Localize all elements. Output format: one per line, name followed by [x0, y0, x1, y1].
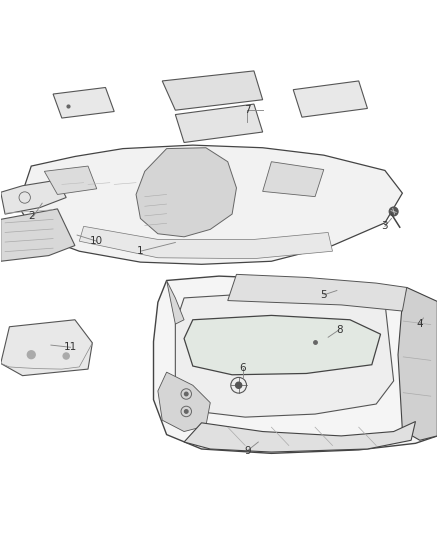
Text: 2: 2: [28, 211, 35, 221]
Circle shape: [63, 353, 69, 359]
Polygon shape: [44, 166, 97, 195]
Polygon shape: [398, 287, 437, 440]
Text: 11: 11: [64, 342, 77, 352]
Circle shape: [184, 410, 188, 413]
Circle shape: [236, 382, 242, 389]
Polygon shape: [175, 294, 394, 417]
Polygon shape: [136, 148, 237, 237]
Polygon shape: [1, 209, 75, 261]
Text: 10: 10: [90, 236, 103, 246]
Text: 8: 8: [336, 325, 343, 335]
Polygon shape: [293, 81, 367, 117]
Text: 6: 6: [240, 363, 246, 373]
Polygon shape: [184, 316, 381, 375]
Text: 7: 7: [244, 105, 251, 115]
Circle shape: [389, 207, 398, 216]
Polygon shape: [153, 276, 437, 454]
Text: 9: 9: [244, 446, 251, 456]
Text: 1: 1: [137, 246, 144, 256]
Text: 3: 3: [381, 221, 388, 231]
Polygon shape: [166, 280, 184, 324]
Polygon shape: [79, 227, 332, 259]
Polygon shape: [228, 274, 407, 311]
Circle shape: [184, 392, 188, 395]
Polygon shape: [184, 422, 416, 452]
Polygon shape: [53, 87, 114, 118]
Polygon shape: [158, 372, 210, 432]
Circle shape: [27, 351, 35, 359]
Text: 5: 5: [321, 290, 327, 300]
Polygon shape: [162, 71, 263, 110]
Polygon shape: [18, 145, 403, 264]
Polygon shape: [175, 104, 263, 142]
Polygon shape: [263, 161, 324, 197]
Text: 4: 4: [417, 319, 423, 329]
Polygon shape: [1, 180, 66, 214]
Polygon shape: [1, 320, 92, 376]
